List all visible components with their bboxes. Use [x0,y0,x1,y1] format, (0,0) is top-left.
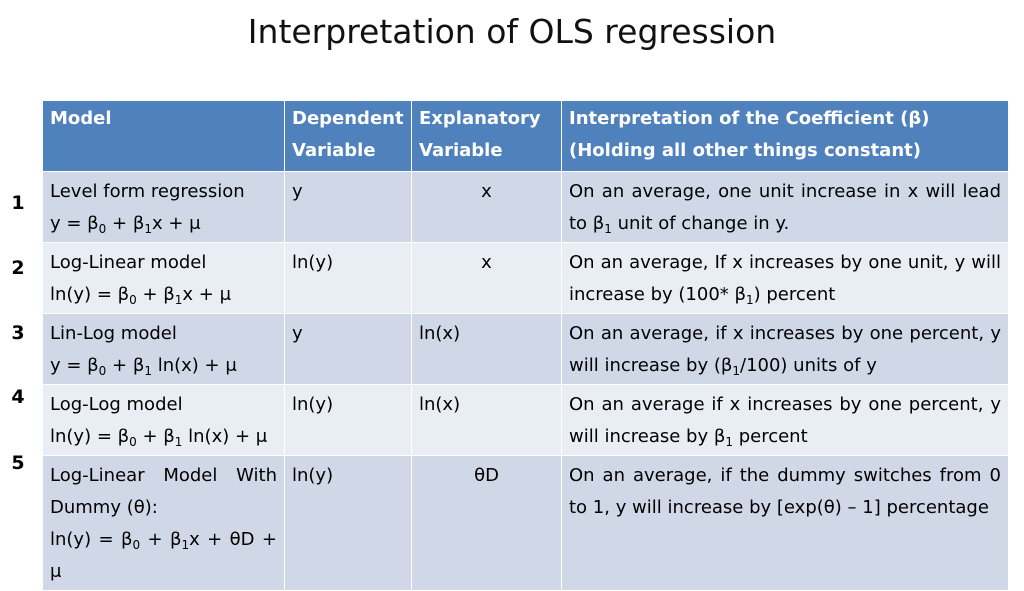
table-row: Log-Linear Model With Dummy (θ): ln(y) =… [42,455,1009,591]
interpretation-cell: On an average if x increases by one perc… [561,384,1009,456]
model-equation: y = β0 + β1 ln(x) + μ [50,355,237,378]
header-model: Model [42,100,285,172]
page-title: Interpretation of OLS regression [247,12,777,51]
explanatory-cell: x [411,171,562,243]
interpretation-cell: On an average, one unit increase in x wi… [561,171,1009,243]
table-row: Log-Linear model ln(y) = β0 + β1x + μ ln… [42,242,1009,314]
model-name: Log-Linear Model With Dummy (θ): [50,465,277,518]
dependent-cell: y [284,171,412,243]
model-name: Log-Log model [50,394,183,415]
model-cell: Log-Log model ln(y) = β0 + β1 ln(x) + μ [42,384,285,456]
row-number-4: 4 [11,386,25,408]
row-number-3: 3 [11,322,25,344]
row-number-5: 5 [11,452,25,474]
table-row: Lin-Log model y = β0 + β1 ln(x) + μ y ln… [42,313,1009,385]
model-equation: ln(y) = β0 + β1x + μ [50,284,232,307]
header-dependent-variable: Dependent Variable [284,100,412,172]
model-cell: Log-Linear Model With Dummy (θ): ln(y) =… [42,455,285,591]
regression-table: Model Dependent Variable Explanatory Var… [42,100,1009,591]
header-interpretation: Interpretation of the Coefficient (β) (H… [561,100,1009,172]
table-row: Level form regression y = β0 + β1x + μ y… [42,171,1009,243]
model-cell: Log-Linear model ln(y) = β0 + β1x + μ [42,242,285,314]
model-cell: Lin-Log model y = β0 + β1 ln(x) + μ [42,313,285,385]
header-explanatory-variable: Explanatory Variable [411,100,562,172]
model-name: Lin-Log model [50,323,177,344]
explanatory-cell: ln(x) [411,384,562,456]
dependent-cell: ln(y) [284,242,412,314]
explanatory-cell: ln(x) [411,313,562,385]
dependent-cell: ln(y) [284,384,412,456]
model-equation: ln(y) = β0 + β1x + θD + μ [50,529,278,582]
explanatory-cell: θD [411,455,562,591]
model-name: Level form regression [50,181,245,202]
dependent-cell: ln(y) [284,455,412,591]
model-equation: ln(y) = β0 + β1 ln(x) + μ [50,426,268,449]
interpretation-cell: On an average, if x increases by one per… [561,313,1009,385]
table-header-row: Model Dependent Variable Explanatory Var… [42,100,1009,172]
dependent-cell: y [284,313,412,385]
model-equation: y = β0 + β1x + μ [50,213,201,236]
interpretation-cell: On an average, if the dummy switches fro… [561,455,1009,591]
row-number-1: 1 [11,192,25,214]
model-name: Log-Linear model [50,252,207,273]
row-number-2: 2 [11,257,25,279]
model-cell: Level form regression y = β0 + β1x + μ [42,171,285,243]
table-row: Log-Log model ln(y) = β0 + β1 ln(x) + μ … [42,384,1009,456]
interpretation-cell: On an average, If x increases by one uni… [561,242,1009,314]
explanatory-cell: x [411,242,562,314]
